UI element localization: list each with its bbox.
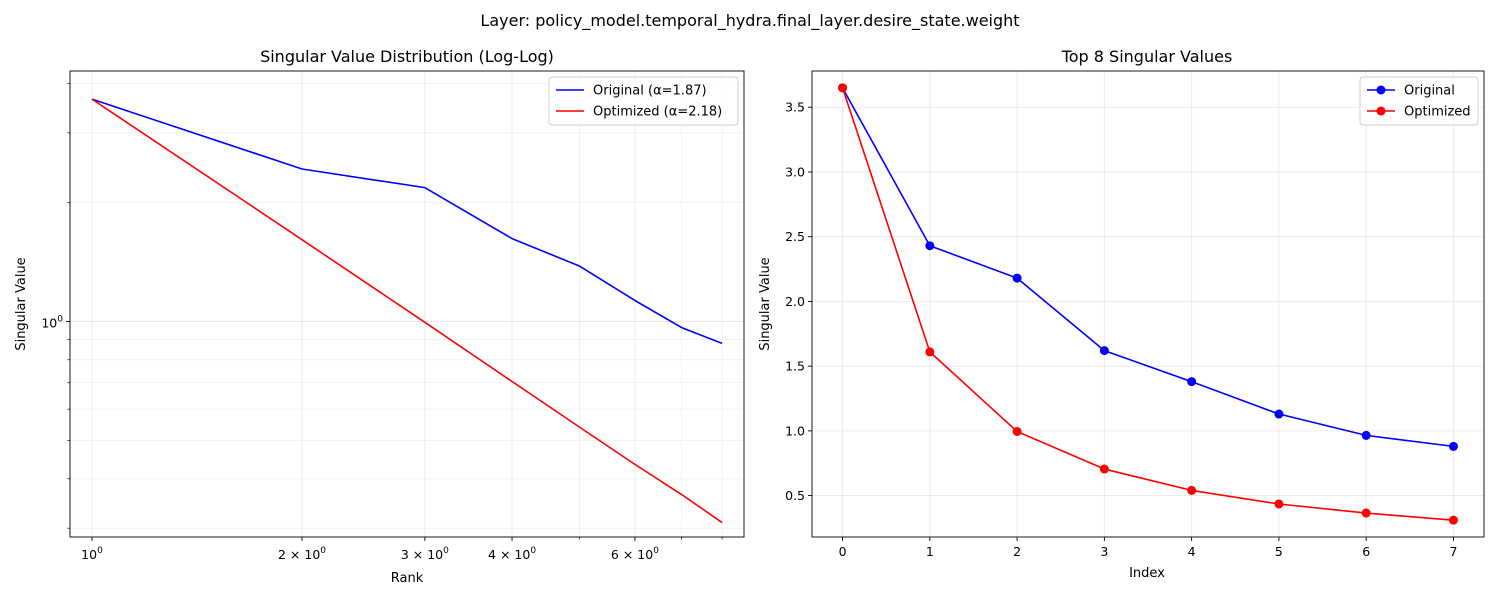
data-point — [925, 347, 935, 357]
ticks: 0 1 2 3 4 5 6 7 0.5 1.0 1.5 2.0 2.5 3.0 3.5 — [785, 100, 1457, 559]
data-point — [1012, 427, 1022, 437]
x-tick-label: 100 — [81, 546, 103, 562]
legend: Original (α=1.87) Optimized (α=2.18) — [548, 76, 739, 126]
data-point — [1099, 346, 1109, 356]
legend-label: Original (α=1.87) — [593, 84, 707, 99]
data-point — [1187, 485, 1197, 495]
legend-box — [548, 76, 739, 126]
data-point — [1274, 499, 1284, 509]
x-tick-label: 3 — [1100, 544, 1108, 559]
data-point — [1099, 464, 1109, 474]
x-tick-label: 6 — [1362, 544, 1370, 559]
data-point — [1361, 430, 1371, 440]
series-original — [91, 98, 723, 345]
x-tick-label: 2 × 100 — [278, 546, 326, 562]
legend-marker — [1376, 85, 1386, 95]
data-point — [838, 83, 848, 93]
grid — [70, 71, 744, 537]
data-point — [1012, 273, 1022, 283]
series-line — [841, 87, 1454, 521]
data-point — [1361, 508, 1371, 518]
data-point — [925, 241, 935, 251]
x-axis-label: Index — [1129, 566, 1165, 581]
y-tick-label: 2.0 — [785, 294, 805, 309]
loglog-chart: Singular Value Distribution (Log-Log) Ra… — [14, 47, 745, 586]
series-original — [838, 83, 1458, 451]
series-optimized — [91, 98, 723, 524]
top-singular-values-chart: Top 8 Singular Values Index Singular Val… — [758, 47, 1485, 581]
y-axis-label: Singular Value — [14, 257, 29, 350]
x-tick-label: 4 — [1188, 544, 1196, 559]
legend-label: Optimized (α=2.18) — [593, 105, 722, 120]
x-tick-label: 0 — [839, 544, 847, 559]
y-tick-label: 3.0 — [785, 164, 805, 179]
x-tick-label: 5 — [1275, 544, 1283, 559]
legend-label: Optimized — [1404, 105, 1471, 120]
legend-label: Original — [1404, 84, 1455, 99]
series-optimized — [838, 83, 1458, 525]
y-tick-label: 1.5 — [785, 359, 805, 374]
chart-title: Singular Value Distribution (Log-Log) — [260, 47, 554, 66]
series-line — [91, 98, 723, 524]
series-line — [91, 98, 723, 345]
x-tick-label: 2 — [1013, 544, 1021, 559]
ticks: 100 2 × 100 3 × 100 4 × 100 6 × 100 100 — [41, 83, 723, 562]
legend-box — [1359, 76, 1479, 126]
data-point — [1187, 377, 1197, 387]
chart-title: Top 8 Singular Values — [1061, 47, 1233, 66]
legend: Original Optimized — [1359, 76, 1479, 126]
x-tick-label: 3 × 100 — [401, 546, 449, 562]
data-point — [1274, 409, 1284, 419]
series-line — [841, 87, 1454, 448]
y-tick-label: 1.0 — [785, 423, 805, 438]
y-tick-label: 100 — [41, 314, 63, 330]
x-tick-label: 6 × 100 — [611, 546, 659, 562]
x-tick-label: 1 — [926, 544, 934, 559]
x-tick-label: 4 × 100 — [488, 546, 536, 562]
data-point — [1448, 515, 1458, 525]
axes-frame — [69, 70, 745, 538]
legend-marker — [1376, 106, 1386, 116]
x-axis-label: Rank — [391, 571, 424, 586]
x-tick-label: 7 — [1449, 544, 1457, 559]
y-tick-label: 3.5 — [785, 100, 805, 115]
figure-suptitle: Layer: policy_model.temporal_hydra.final… — [480, 11, 1019, 31]
y-tick-label: 2.5 — [785, 229, 805, 244]
y-tick-label: 0.5 — [785, 488, 805, 503]
axes-frame — [811, 70, 1485, 538]
data-point — [1448, 441, 1458, 451]
y-axis-label: Singular Value — [758, 257, 773, 350]
